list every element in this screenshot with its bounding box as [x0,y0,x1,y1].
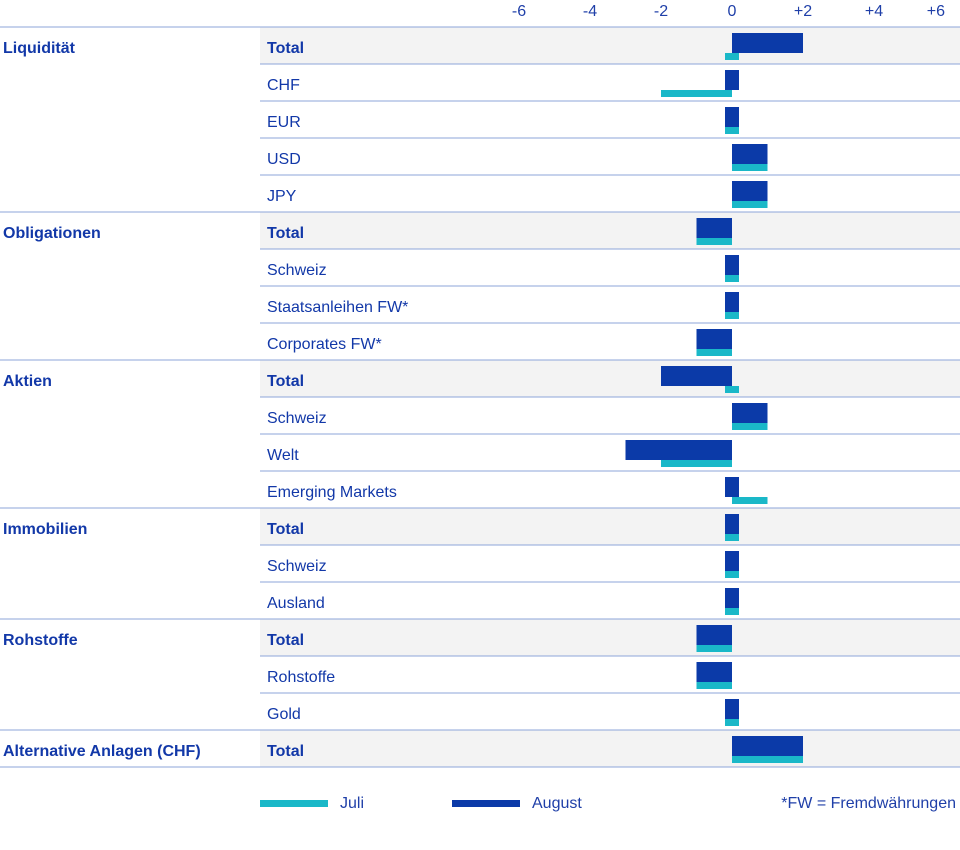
bar-august [696,329,732,349]
row-label-rohstoffe-rohstoffe: Rohstoffe [267,669,335,686]
bar-juli [661,460,732,467]
bar-juli [732,201,768,208]
group-label-alternative-anlagen-chf: Alternative Anlagen (CHF) [3,743,201,760]
x-axis-ticks: -6 -4 -2 0 +2 +4 +6 [512,3,945,20]
row-label-liquidität-jpy: JPY [267,188,297,205]
x-tick-label: +6 [927,3,945,20]
legend-august-label: August [532,795,582,812]
x-tick-label: -2 [654,3,668,20]
bar-juli [725,312,739,319]
bar-august [725,107,739,127]
bar-august [732,33,803,53]
row-label-liquidität-chf: CHF [267,77,300,94]
bar-juli [696,645,732,652]
total-row-band [260,730,960,767]
legend: Juli August *FW = Fremdwährungen [260,795,956,812]
bar-juli [725,571,739,578]
row-label-immobilien-ausland: Ausland [267,595,325,612]
bar-august [725,699,739,719]
bar-august [696,662,732,682]
bar-juli [732,497,768,504]
legend-august-swatch [452,800,520,807]
bar-august [732,144,768,164]
row-label-liquidität-total: Total [267,40,304,57]
bar-juli [725,608,739,615]
row-label-alternative-anlagen-chf-total: Total [267,743,304,760]
row-label-rohstoffe-gold: Gold [267,706,301,723]
x-tick-label: -4 [583,3,597,20]
row-label-aktien-emerging-markets: Emerging Markets [267,484,397,501]
row-label-obligationen-total: Total [267,225,304,242]
row-label-liquidität-usd: USD [267,151,301,168]
bar-juli [661,90,732,97]
bar-august [661,366,732,386]
bar-august [625,440,732,460]
group-label-immobilien: Immobilien [3,521,87,538]
bar-juli [696,682,732,689]
bar-august [725,292,739,312]
bar-august [725,588,739,608]
group-label-liquidität: Liquidität [3,40,76,57]
bar-juli [732,164,768,171]
row-label-rohstoffe-total: Total [267,632,304,649]
bar-juli [732,423,768,430]
bar-juli [725,53,739,60]
bar-august [732,736,803,756]
legend-juli-label: Juli [340,795,364,812]
x-tick-label: +4 [865,3,883,20]
total-row-band [260,212,960,249]
x-tick-label: +2 [794,3,812,20]
total-row-band [260,360,960,397]
row-label-immobilien-total: Total [267,521,304,538]
bar-august [725,255,739,275]
bar-juli [725,719,739,726]
row-label-aktien-welt: Welt [267,447,299,464]
row-bands [260,27,960,767]
row-label-aktien-total: Total [267,373,304,390]
bar-august [725,514,739,534]
legend-juli-swatch [260,800,328,807]
bar-august [732,403,768,423]
bar-juli [725,386,739,393]
bar-august [725,551,739,571]
bar-juli [732,756,803,763]
row-labels: Liquidität Total CHF EUR USD JPY Obligationen T… [3,40,408,760]
bars [625,33,803,763]
total-row-band [260,508,960,545]
bar-juli [725,275,739,282]
group-label-obligationen: Obligationen [3,225,101,242]
bar-august [725,477,739,497]
row-label-immobilien-schweiz: Schweiz [267,558,327,575]
bar-juli [725,127,739,134]
row-label-liquidität-eur: EUR [267,114,301,131]
row-label-aktien-schweiz: Schweiz [267,410,327,427]
group-label-aktien: Aktien [3,373,52,390]
bar-juli [696,349,732,356]
bar-august [696,218,732,238]
bar-august [696,625,732,645]
bar-juli [725,534,739,541]
group-label-rohstoffe: Rohstoffe [3,632,78,649]
fw-footnote: *FW = Fremdwährungen [781,795,956,812]
x-tick-label: -6 [512,3,526,20]
total-row-band [260,619,960,656]
total-row-band [260,27,960,64]
bar-august [725,70,739,90]
row-separators [0,26,960,768]
row-label-obligationen-staatsanleihen-fw: Staatsanleihen FW* [267,299,408,316]
bar-august [732,181,768,201]
row-label-obligationen-corporates-fw: Corporates FW* [267,336,382,353]
bar-juli [696,238,732,245]
x-tick-label: 0 [728,3,737,20]
row-label-obligationen-schweiz: Schweiz [267,262,327,279]
